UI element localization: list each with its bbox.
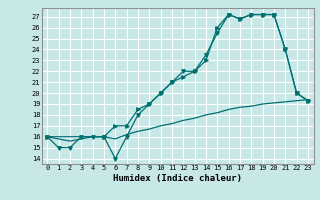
X-axis label: Humidex (Indice chaleur): Humidex (Indice chaleur): [113, 174, 242, 183]
